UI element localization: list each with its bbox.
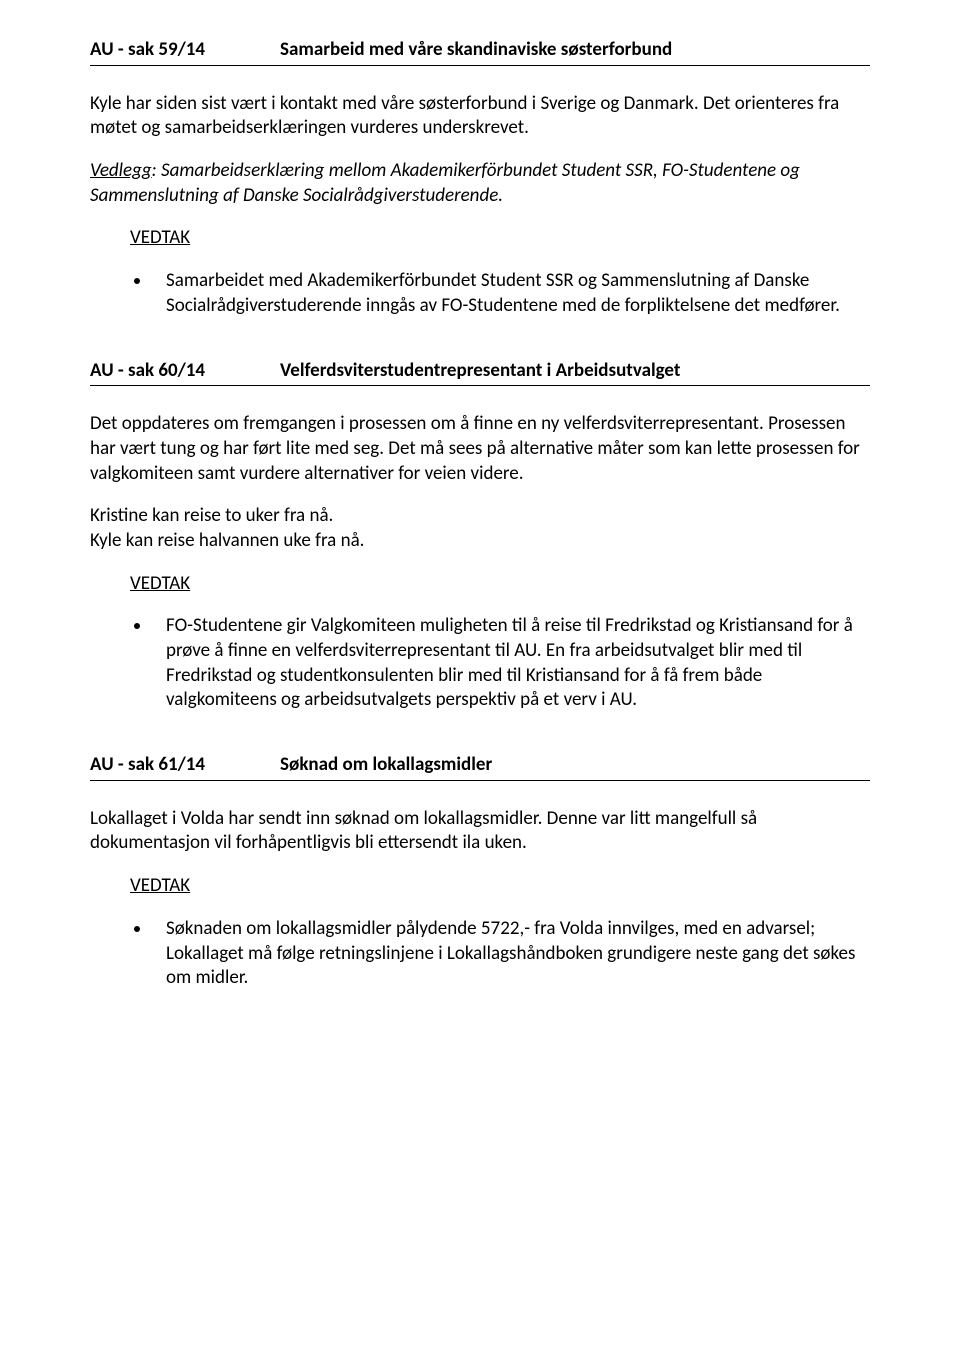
line: Kristine kan reise to uker fra nå. (90, 504, 333, 527)
list-item: Søknaden om lokallagsmidler pålydende 57… (152, 917, 870, 991)
vedlegg-label: Vedlegg (90, 159, 152, 182)
sak-label: AU - sak 59/14 (90, 38, 280, 63)
bullet-text: Samarbeidet med Akademikerförbundet Stud… (166, 269, 870, 318)
sak-label: AU - sak 61/14 (90, 753, 280, 778)
sak-title: Samarbeid med våre skandinaviske søsterf… (280, 38, 870, 63)
vedtak-label: VEDTAK (130, 572, 870, 597)
vedlegg-text: : Samarbeidserklæring mellom Akademikerf… (90, 159, 800, 207)
vedtak-label: VEDTAK (130, 874, 870, 899)
section-header-59: AU - sak 59/14 Samarbeid med våre skandi… (90, 38, 870, 66)
bullet-list: Samarbeidet med Akademikerförbundet Stud… (90, 269, 870, 318)
bullet-list: FO-Studentene gir Valgkomiteen mulighete… (90, 614, 870, 713)
section-header-60: AU - sak 60/14 Velferdsviterstudentrepre… (90, 359, 870, 387)
list-item: FO-Studentene gir Valgkomiteen mulighete… (152, 614, 870, 713)
vedtak-label: VEDTAK (130, 226, 870, 251)
bullet-text: FO-Studentene gir Valgkomiteen mulighete… (166, 614, 870, 713)
sak-label: AU - sak 60/14 (90, 359, 280, 384)
body-paragraph: Kristine kan reise to uker fra nå. Kyle … (90, 504, 870, 553)
bullet-text: Søknaden om lokallagsmidler pålydende 57… (166, 917, 870, 991)
body-paragraph: Lokallaget i Volda har sendt inn søknad … (90, 807, 870, 856)
section-header-61: AU - sak 61/14 Søknad om lokallagsmidler (90, 753, 870, 781)
sak-title: Velferdsviterstudentrepresentant i Arbei… (280, 359, 870, 384)
vedlegg-paragraph: Vedlegg: Samarbeidserklæring mellom Akad… (90, 159, 870, 208)
body-paragraph: Det oppdateres om fremgangen i prosessen… (90, 412, 870, 486)
line: Kyle kan reise halvannen uke fra nå. (90, 529, 364, 552)
list-item: Samarbeidet med Akademikerförbundet Stud… (152, 269, 870, 318)
bullet-list: Søknaden om lokallagsmidler pålydende 57… (90, 917, 870, 991)
body-paragraph: Kyle har siden sist vært i kontakt med v… (90, 92, 870, 141)
sak-title: Søknad om lokallagsmidler (280, 753, 870, 778)
